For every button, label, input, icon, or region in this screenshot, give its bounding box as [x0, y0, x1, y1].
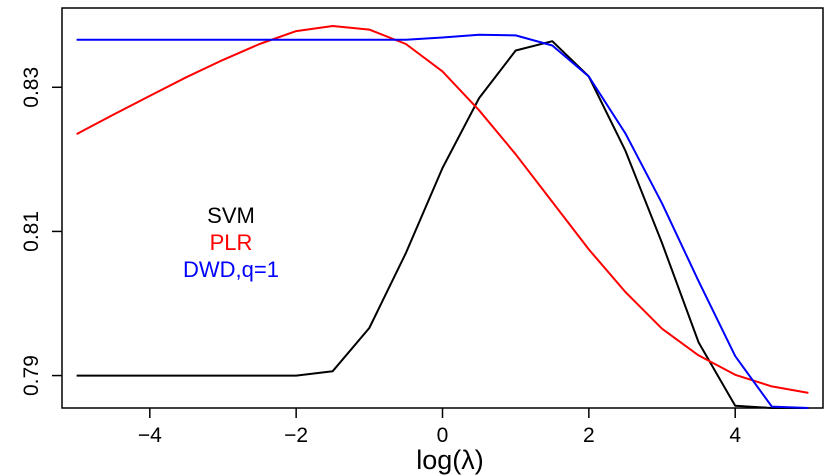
- series-layer: [76, 25, 809, 409]
- series-line-2: [76, 33, 809, 409]
- y-tick-label: 0.79: [20, 355, 43, 396]
- x-tick-label: −4: [138, 424, 162, 447]
- x-tick-label: 2: [583, 424, 595, 447]
- legend-label-dwd: DWD,q=1: [183, 257, 279, 282]
- plot-frame: [61, 7, 824, 409]
- x-axis-title: log(λ): [416, 445, 484, 475]
- x-tick-label: 0: [437, 424, 449, 447]
- axis-layer: −4 −2 0 2 4 0.79 0.81 0.83: [20, 67, 741, 447]
- legend-label-plr: PLR: [210, 230, 253, 255]
- series-line-0: [76, 40, 809, 409]
- legend-label-svm: SVM: [207, 203, 255, 228]
- x-tick-label: −2: [284, 424, 308, 447]
- series-line-1: [76, 25, 809, 394]
- y-tick-label: 0.83: [20, 67, 43, 108]
- y-tick-label: 0.81: [20, 211, 43, 252]
- legend: SVM PLR DWD,q=1: [183, 203, 279, 282]
- x-tick-label: 4: [729, 424, 741, 447]
